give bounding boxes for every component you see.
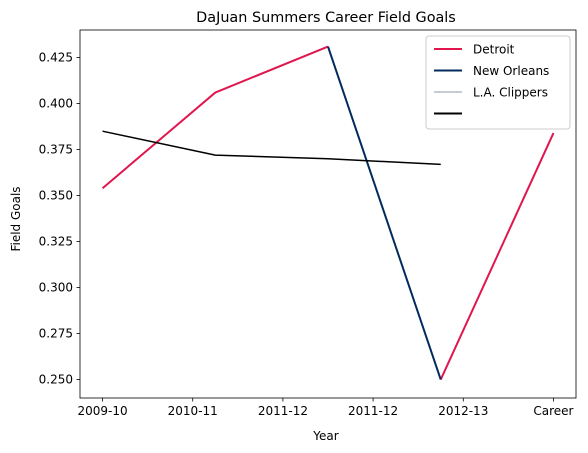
x-axis: 2009-10 2010-11 2011-12 2011-12 2012-13 Caree…	[77, 398, 574, 418]
series-line-detroit-1	[439, 132, 555, 381]
y-tick-label: 0.425	[39, 51, 73, 65]
legend-label: Detroit	[473, 43, 515, 57]
y-axis-label: Field Goals	[9, 186, 23, 251]
x-tick-label: 2011-12	[258, 404, 308, 418]
legend-box	[425, 35, 571, 130]
legend: Detroit New Orleans L.A. Clippers	[425, 35, 571, 130]
plot-area	[79, 29, 577, 399]
y-tick-label: 0.375	[39, 143, 73, 157]
legend-label: New Orleans	[473, 64, 549, 78]
y-tick-label: 0.300	[39, 281, 73, 295]
chart-title: DaJuan Summers Career Field Goals	[196, 10, 456, 26]
x-tick-label: 2011-12	[348, 404, 398, 418]
legend-label: L.A. Clippers	[473, 86, 548, 100]
plot-frame	[79, 29, 577, 399]
x-axis-label: Year	[312, 429, 338, 443]
x-tick-label: 2009-10	[77, 404, 127, 418]
x-tick-label: 2012-13	[438, 404, 488, 418]
y-tick-label: 0.250	[39, 373, 73, 387]
series-line-unnamed-4	[102, 130, 441, 166]
y-tick-label: 0.400	[39, 97, 73, 111]
x-tick-label: 2010-11	[168, 404, 218, 418]
y-axis: 0.250 0.275 0.300 0.325 0.350 0.375 0.400 0.425	[39, 51, 80, 387]
y-tick-label: 0.325	[39, 235, 73, 249]
series-line-new-orleans-2	[327, 46, 442, 380]
x-tick-label: Career	[533, 404, 573, 418]
y-tick-label: 0.275	[39, 327, 73, 341]
series-line-detroit-0	[101, 45, 329, 190]
y-tick-label: 0.350	[39, 189, 73, 203]
